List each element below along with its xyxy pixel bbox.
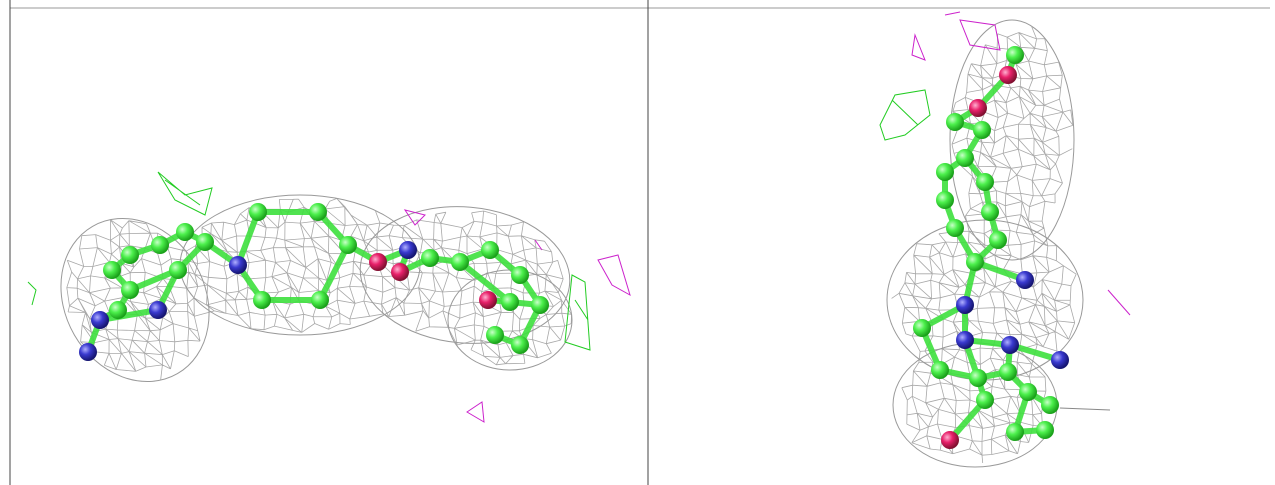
atom (956, 149, 974, 167)
atom (1016, 271, 1034, 289)
map-fragment (911, 33, 926, 61)
bond (317, 242, 351, 303)
atom (399, 241, 417, 259)
atom (981, 203, 999, 221)
atom (421, 249, 439, 267)
atom (1006, 46, 1024, 64)
bond (235, 209, 261, 268)
atom (966, 253, 984, 271)
atom (946, 219, 964, 237)
atom (989, 231, 1007, 249)
density-mesh (60, 19, 1084, 468)
atom (956, 331, 974, 349)
atom (151, 236, 169, 254)
mesh-outline (60, 217, 210, 383)
atom (511, 336, 529, 354)
atom (999, 363, 1017, 381)
atom (1036, 421, 1054, 439)
bond (97, 307, 161, 323)
atom (946, 113, 964, 131)
atom (501, 293, 519, 311)
difference-map (27, 11, 1131, 423)
atom (196, 233, 214, 251)
atom (309, 203, 327, 221)
map-fragment (1059, 407, 1111, 411)
map-fragment (466, 401, 485, 423)
atom (79, 343, 97, 361)
atom (391, 263, 409, 281)
atom (481, 241, 499, 259)
atom (486, 326, 504, 344)
atom (973, 121, 991, 139)
atom (109, 301, 127, 319)
atom (1051, 351, 1069, 369)
bond (457, 259, 513, 305)
map-fragment (157, 171, 213, 216)
atom (103, 261, 121, 279)
atom (249, 203, 267, 221)
atom (531, 296, 549, 314)
atom (176, 223, 194, 241)
map-fragment (1107, 289, 1131, 316)
atom (936, 163, 954, 181)
map-fragment (27, 281, 37, 306)
atom (969, 99, 987, 117)
map-fragment (597, 254, 631, 297)
atom (936, 191, 954, 209)
atom (1006, 423, 1024, 441)
atom (121, 281, 139, 299)
atom (956, 296, 974, 314)
map-fragment (564, 274, 591, 351)
atom (369, 253, 387, 271)
atom (1041, 396, 1059, 414)
atom (339, 236, 357, 254)
mesh (66, 198, 572, 380)
atom (976, 173, 994, 191)
atom (229, 256, 247, 274)
atom (941, 431, 959, 449)
atom (999, 66, 1017, 84)
atom (253, 291, 271, 309)
atom (1001, 336, 1019, 354)
mesh-outline (949, 19, 1075, 261)
atom (969, 369, 987, 387)
atom (451, 253, 469, 271)
atom (913, 319, 931, 337)
atom (931, 361, 949, 379)
mesh-outline (359, 206, 571, 344)
molecule (79, 46, 1069, 449)
atom (149, 301, 167, 319)
atom (479, 291, 497, 309)
map-fragment (403, 209, 426, 226)
atom (1019, 383, 1037, 401)
atom (511, 266, 529, 284)
map-fragment (534, 239, 543, 251)
atom (91, 311, 109, 329)
atom (976, 391, 994, 409)
atom (121, 246, 139, 264)
atom (311, 291, 329, 309)
atom (169, 261, 187, 279)
map-fragment (944, 11, 1001, 51)
map-fragment (879, 89, 931, 141)
